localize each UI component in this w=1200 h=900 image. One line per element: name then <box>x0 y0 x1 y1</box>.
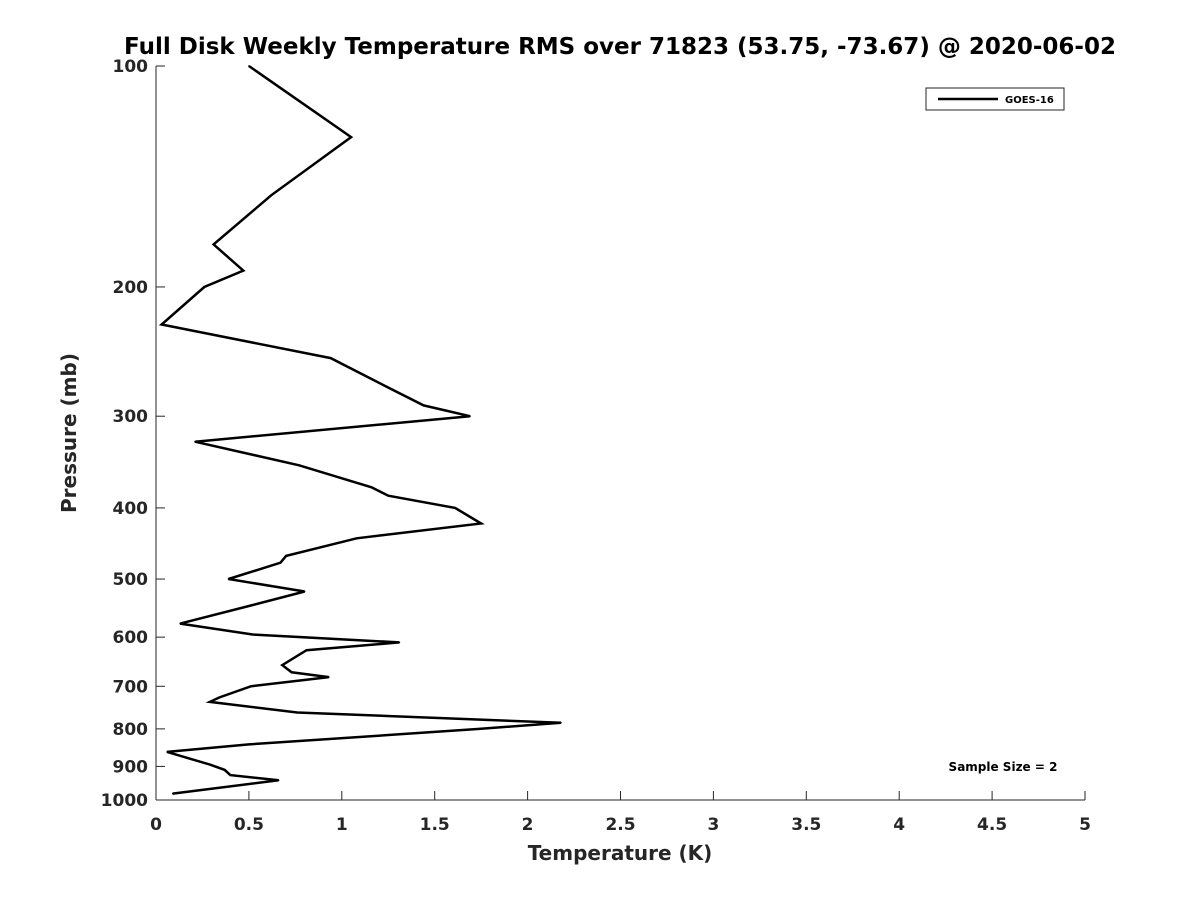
series-points <box>160 65 562 795</box>
data-point <box>209 701 211 703</box>
x-tick-label: 1 <box>336 815 348 835</box>
y-axis-ticks: 100 200 300 400 500 600 700 800 900 1000 <box>101 57 165 811</box>
y-tick-label: 200 <box>113 278 149 298</box>
series-line-goes-16 <box>158 64 562 795</box>
data-point <box>285 555 287 557</box>
data-point <box>212 243 215 246</box>
x-tick-label: 5 <box>1079 815 1091 835</box>
x-tick-label: 4 <box>893 815 905 835</box>
y-tick-label: 700 <box>113 677 149 697</box>
data-point <box>194 440 196 443</box>
data-point <box>209 763 211 766</box>
y-tick-label: 400 <box>113 499 149 519</box>
data-point <box>469 415 471 418</box>
data-point <box>179 622 181 625</box>
data-point <box>370 486 373 489</box>
data-point <box>389 387 391 390</box>
data-point <box>203 286 206 288</box>
data-point <box>171 792 174 795</box>
y-tick-label: 600 <box>113 628 149 648</box>
data-point <box>480 522 482 525</box>
data-point <box>166 751 168 753</box>
data-point <box>303 590 306 593</box>
data-point <box>281 664 284 666</box>
data-point <box>355 537 358 540</box>
y-tick-label: 800 <box>113 720 149 740</box>
x-tick-label: 0 <box>150 815 162 835</box>
data-point <box>279 561 282 564</box>
y-tick-label: 1000 <box>101 791 148 811</box>
data-point <box>246 605 248 608</box>
x-tick-label: 4.5 <box>977 815 1007 835</box>
data-point <box>290 671 293 674</box>
sample-size-annotation: Sample Size = 2 <box>949 760 1058 774</box>
x-tick-label: 3 <box>707 815 719 835</box>
data-point <box>229 774 232 776</box>
data-point <box>298 464 300 467</box>
data-point <box>270 194 273 197</box>
data-point <box>305 649 308 651</box>
y-tick-label: 900 <box>113 757 149 777</box>
y-tick-label: 500 <box>113 570 149 590</box>
data-point <box>478 728 481 730</box>
legend: GOES-16 <box>925 87 1065 111</box>
data-point <box>250 685 252 688</box>
x-tick-label: 2 <box>522 815 534 835</box>
data-point <box>223 769 226 771</box>
data-point <box>227 578 230 580</box>
chart-title: Full Disk Weekly Temperature RMS over 71… <box>124 34 1116 60</box>
data-point <box>242 269 245 272</box>
data-point <box>277 779 280 782</box>
data-point <box>218 696 220 699</box>
data-point <box>248 65 250 67</box>
x-tick-label: 2.5 <box>605 815 635 835</box>
data-point <box>422 404 425 407</box>
data-point <box>248 743 250 746</box>
data-point <box>328 676 330 678</box>
x-tick-label: 1.5 <box>420 815 450 835</box>
y-tick-label: 300 <box>113 407 149 427</box>
y-axis-label: Pressure (mb) <box>57 353 81 513</box>
data-point <box>329 357 332 359</box>
data-point <box>387 494 390 497</box>
data-point <box>398 641 401 644</box>
y-tick-label: 100 <box>113 57 149 77</box>
data-point <box>560 722 562 724</box>
x-tick-label: 3.5 <box>791 815 821 835</box>
data-point <box>350 136 352 138</box>
legend-label-goes-16: GOES-16 <box>1005 95 1054 106</box>
x-axis-ticks: 0 0.5 1 1.5 2 2.5 3 3.5 4 4.5 5 <box>150 791 1091 835</box>
data-point <box>251 633 254 636</box>
data-point <box>296 711 299 714</box>
x-axis-label: Temperature (K) <box>528 841 713 865</box>
data-point <box>454 507 456 509</box>
x-tick-label: 0.5 <box>234 815 264 835</box>
data-point <box>160 323 163 326</box>
